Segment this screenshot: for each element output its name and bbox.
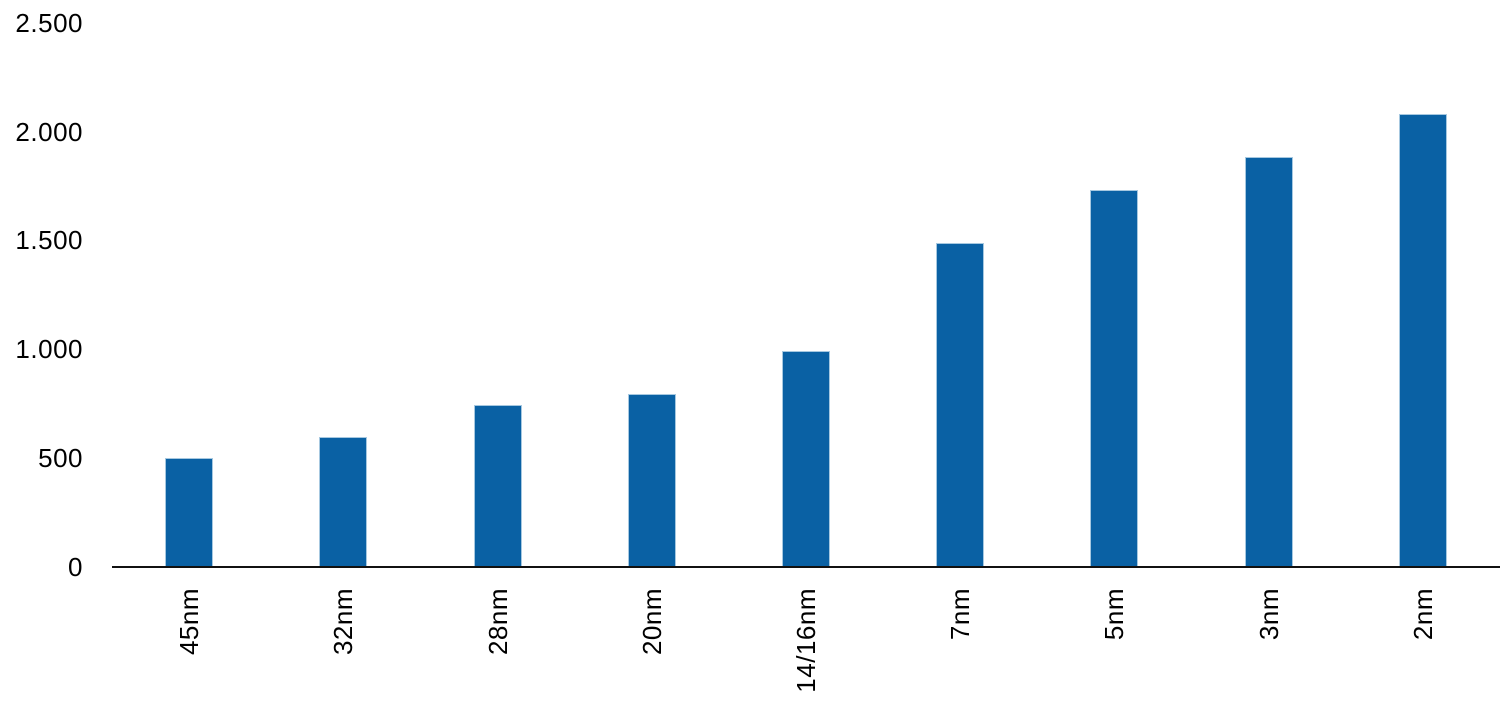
- x-tick-label: 5nm: [1099, 588, 1129, 641]
- y-tick-label: 2.000: [15, 116, 83, 147]
- x-tick-label: 3nm: [1254, 588, 1284, 641]
- x-tick-label: 45nm: [174, 588, 204, 656]
- bar-5nm: [1090, 190, 1138, 566]
- bar-20nm: [628, 394, 676, 566]
- y-tick-label: 500: [38, 442, 83, 473]
- bar-2nm: [1399, 114, 1447, 566]
- x-tick-label: 2nm: [1408, 588, 1438, 641]
- x-tick-label: 7nm: [945, 588, 975, 641]
- bar-3nm: [1245, 157, 1293, 566]
- y-tick-label: 2.500: [15, 8, 83, 38]
- x-tick-label: 14/16nm: [791, 588, 821, 693]
- y-tick-label: 1.000: [15, 334, 83, 365]
- bar-14-16nm: [782, 351, 830, 566]
- bar-7nm: [936, 243, 984, 566]
- x-axis-line: [112, 566, 1500, 568]
- bar-32nm: [319, 437, 367, 566]
- x-tick-label: 32nm: [328, 588, 358, 656]
- bar-28nm: [474, 405, 522, 566]
- y-tick-label: 1.500: [15, 225, 83, 256]
- y-tick-label: 0: [68, 551, 83, 582]
- x-tick-label: 20nm: [637, 588, 667, 656]
- bar-45nm: [165, 458, 213, 566]
- x-tick-label: 28nm: [483, 588, 513, 656]
